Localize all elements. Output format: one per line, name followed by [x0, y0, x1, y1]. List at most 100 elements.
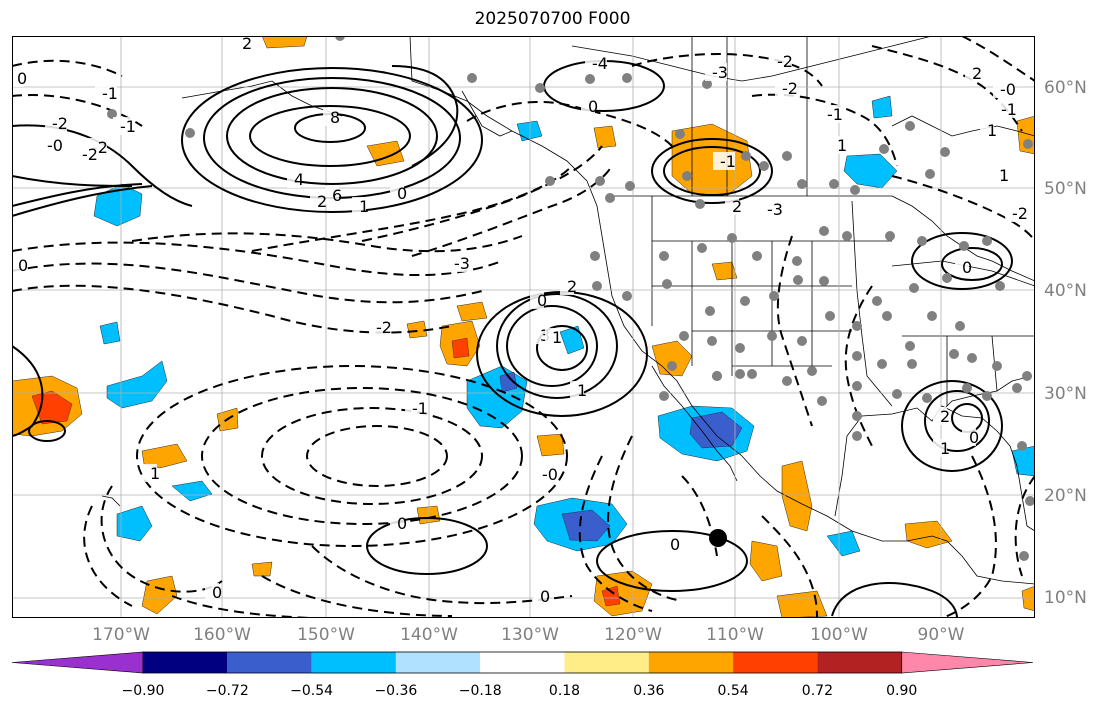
contour-label-bg	[40, 136, 62, 154]
storm-center-marker	[709, 529, 727, 547]
contour-label-bg	[535, 465, 557, 483]
contour-label-bg	[994, 100, 1016, 118]
contour-label-bg	[830, 136, 844, 154]
positive-anomaly-patch	[781, 460, 813, 532]
contour-label-bg	[143, 464, 157, 482]
negative-anomaly-patch	[99, 321, 121, 345]
colorbar-swatch	[564, 652, 649, 673]
contour-label: 0	[17, 69, 27, 88]
contour-label-bg	[235, 36, 249, 52]
contour-label-bg	[533, 326, 547, 344]
colorbar-tick-label: 0.36	[633, 683, 665, 699]
contour-label: 2	[242, 36, 252, 53]
contour-label-bg	[447, 254, 469, 272]
colorbar-swatch	[143, 652, 228, 673]
contour-label-bg	[287, 170, 301, 188]
contour-label-bg	[113, 117, 135, 135]
positive-contours	[12, 60, 1013, 618]
contour-label: 1	[999, 166, 1009, 185]
contour-label-bg	[725, 197, 739, 215]
contour-label: 0	[962, 258, 972, 277]
colorbar-tick-label: −0.72	[205, 683, 249, 699]
contour-label: 0	[969, 428, 979, 447]
contour-label: 0	[18, 256, 28, 275]
contour-label: -1	[412, 399, 428, 418]
negative-anomaly-patch	[466, 365, 528, 429]
lat-label: 10°N	[1044, 588, 1087, 608]
contour-label: -1	[102, 84, 118, 103]
contour-label-bg	[581, 97, 595, 115]
contour-label: 0	[537, 291, 547, 310]
colorbar-swatch	[480, 652, 565, 673]
contour-label-bg	[560, 277, 574, 295]
contour-label-bg	[713, 152, 735, 170]
contour-label: -0	[47, 136, 63, 155]
lat-label: 20°N	[1044, 486, 1087, 506]
lat-label: 30°N	[1044, 384, 1087, 404]
positive-anomaly-patch	[749, 540, 783, 582]
positive-anomaly-patch	[141, 443, 188, 469]
contour-label: 2	[972, 64, 982, 83]
contour-label-bg	[390, 514, 404, 532]
negative-anomaly-patch	[499, 371, 518, 393]
contour-label-bg	[45, 114, 67, 132]
colorbar-tick-label: 0.90	[886, 683, 918, 699]
contour-label-bg	[992, 166, 1006, 184]
colorbar-tick-label: −0.36	[374, 683, 418, 699]
contour-label-bg	[75, 145, 97, 163]
negative-anomaly-patch	[171, 480, 213, 502]
contour-label-bg	[12, 69, 24, 87]
contour-label-bg	[323, 108, 337, 126]
contour-label-bg	[533, 587, 547, 605]
contour-label: -0	[1000, 80, 1016, 99]
positive-anomaly-patch	[251, 561, 273, 577]
lat-label: 40°N	[1044, 281, 1087, 301]
negative-anomaly-patch	[826, 530, 861, 557]
contour-label-bg	[530, 291, 544, 309]
contour-label-bg	[12, 256, 25, 274]
contour-label-bg	[663, 535, 677, 553]
forecast-map[interactable]: 8642210-3-2-101321-1-2-21000-0210-12-3-4…	[12, 36, 1035, 618]
colorbar-tick-label: −0.90	[121, 683, 165, 699]
positive-anomaly-patch	[1021, 585, 1035, 612]
contour-label-bg	[1005, 204, 1027, 222]
contour-label-bg	[585, 54, 607, 72]
contour-label: -2	[52, 114, 68, 133]
contour-label-bg	[95, 84, 117, 102]
contour-label: 1	[552, 328, 562, 347]
station-dots	[107, 36, 1035, 561]
coastlines	[101, 36, 1035, 585]
lon-label: 100°W	[810, 625, 868, 645]
negative-anomaly-patch	[843, 153, 898, 189]
positive-anomaly-patch	[711, 261, 738, 281]
colorbar-tick-label: 0.72	[801, 683, 833, 699]
contour-label: 0	[397, 184, 407, 203]
contour-label: -3	[767, 200, 783, 219]
contour-label: -2	[777, 52, 793, 71]
contour-label: -1	[827, 105, 843, 124]
contour-label: -0	[542, 465, 558, 484]
contour-label-bg	[933, 407, 947, 425]
contour-label: 1	[150, 464, 160, 483]
contour-label-bg	[770, 52, 792, 70]
colorbar-tick-label: 0.18	[548, 683, 581, 699]
contour-label: 0	[212, 583, 222, 602]
contour-label-bg	[933, 439, 947, 457]
colorbar-swatch	[227, 652, 312, 673]
negative-anomaly-patch	[516, 120, 543, 142]
contour-label-bg	[310, 192, 324, 210]
positive-anomaly-patch	[651, 340, 693, 377]
positive-anomaly-patch	[261, 36, 308, 49]
contour-label: 8	[330, 108, 340, 127]
contour-label: -1	[120, 117, 136, 136]
negative-anomaly-patch	[689, 411, 743, 449]
contour-label: 0	[540, 587, 550, 606]
contour-label: 1	[837, 136, 847, 155]
contour-label: 1	[987, 121, 997, 140]
positive-anomaly-patch	[776, 590, 828, 618]
contour-label-bg	[980, 121, 994, 139]
map-panel[interactable]: 8642210-3-2-101321-1-2-21000-0210-12-3-4…	[12, 36, 1035, 618]
negative-anomaly-patch	[106, 360, 168, 409]
lon-label: 120°W	[604, 625, 662, 645]
contour-label: 0	[670, 535, 680, 554]
